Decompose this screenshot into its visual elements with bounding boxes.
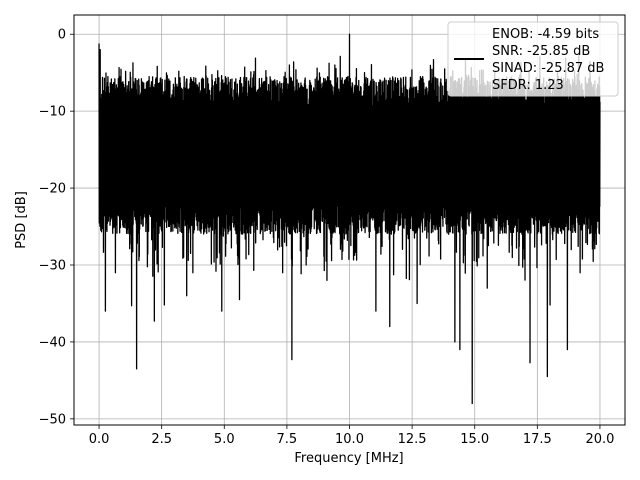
legend-entry-sinad: SINAD: -25.87 dB xyxy=(492,61,604,76)
legend-entry-enob: ENOB: -4.59 bits xyxy=(492,27,599,42)
x-tick-label: 10.0 xyxy=(335,432,364,447)
x-axis-label: Frequency [MHz] xyxy=(294,451,403,466)
x-tick-label: 15.0 xyxy=(460,432,489,447)
y-tick-label: −40 xyxy=(39,335,66,350)
y-tick-label: −30 xyxy=(39,259,66,274)
x-tick-label: 5.0 xyxy=(214,432,235,447)
y-tick-label: −50 xyxy=(39,412,66,427)
y-tick-label: −20 xyxy=(39,182,66,197)
x-tick-label: 0.0 xyxy=(89,432,110,447)
y-tick-label: −10 xyxy=(39,105,66,120)
x-tick-label: 17.5 xyxy=(523,432,552,447)
y-tick-label: 0 xyxy=(58,28,66,43)
y-axis-label: PSD [dB] xyxy=(14,191,29,249)
legend-entry-snr: SNR: -25.85 dB xyxy=(492,44,590,59)
x-tick-label: 7.5 xyxy=(277,432,298,447)
x-tick-label: 12.5 xyxy=(398,432,427,447)
legend: ENOB: -4.59 bits SNR: -25.85 dB SINAD: -… xyxy=(447,21,619,97)
x-axis-ticks: 0.0 2.5 5.0 7.5 10.0 12.5 15.0 17.5 20.0 xyxy=(89,425,614,447)
y-axis-ticks: 0 −10 −20 −30 −40 −50 xyxy=(39,28,74,427)
psd-series-line xyxy=(98,33,601,405)
legend-entry-sfdr: SFDR: 1.23 xyxy=(492,78,564,93)
legend-box xyxy=(447,21,619,97)
x-tick-label: 20.0 xyxy=(585,432,614,447)
x-tick-label: 2.5 xyxy=(151,432,172,447)
psd-trace xyxy=(98,33,601,405)
